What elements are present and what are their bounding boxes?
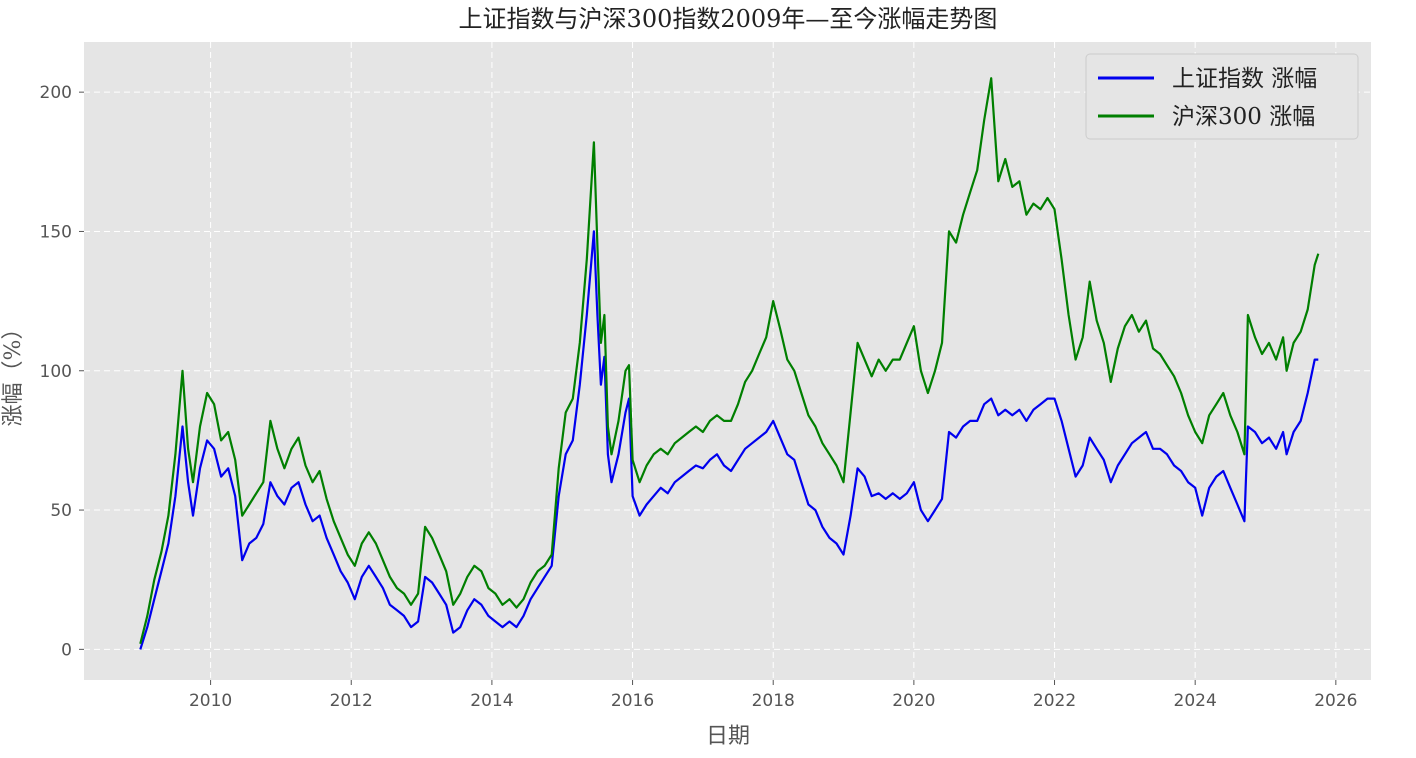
grid-lines: [84, 42, 1371, 680]
x-tick-label: 2016: [611, 691, 654, 711]
series-line-csi300: [139, 77, 1320, 645]
y-tick-label: 50: [50, 501, 72, 521]
axis-ticks: 2010 2012 2014 2016 2018 2020 2022 2024 2026 0 50 1…: [40, 83, 1358, 711]
chart-title: 上证指数与沪深300指数2009年—至今涨幅走势图: [459, 5, 998, 33]
x-tick-label: 2012: [330, 691, 373, 711]
y-tick-label: 200: [40, 83, 72, 103]
x-tick-label: 2022: [1033, 691, 1076, 711]
series-line-sse: [139, 230, 1319, 650]
legend: 上证指数 涨幅 沪深300 涨幅: [1085, 53, 1359, 140]
y-axis-label: 涨幅（%）: [1, 318, 26, 427]
y-tick-label: 0: [61, 640, 72, 660]
legend-box: [1085, 53, 1359, 140]
x-tick-label: 2010: [189, 691, 232, 711]
plot-area: [84, 42, 1371, 680]
series-lines: [139, 77, 1320, 650]
legend-label-csi: 沪深300 涨幅: [1172, 104, 1315, 130]
x-tick-label: 2024: [1174, 691, 1217, 711]
y-tick-label: 100: [40, 362, 72, 382]
x-tick-label: 2018: [752, 691, 795, 711]
x-axis-label: 日期: [706, 724, 750, 749]
x-tick-label: 2026: [1314, 691, 1357, 711]
legend-label-sse: 上证指数 涨幅: [1172, 66, 1317, 92]
x-tick-label: 2020: [892, 691, 935, 711]
y-tick-label: 150: [40, 222, 72, 242]
x-tick-label: 2014: [470, 691, 513, 711]
